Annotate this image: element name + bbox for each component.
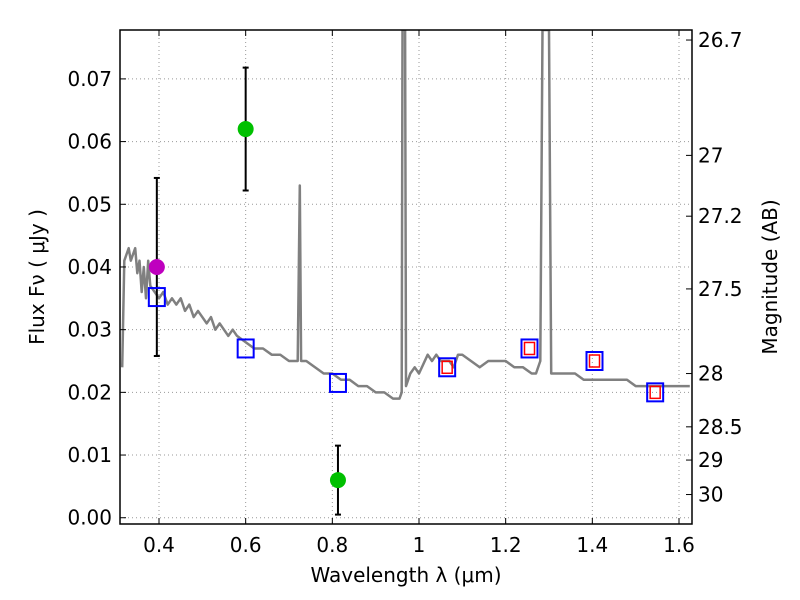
x-tick-label: 1.6 — [663, 533, 695, 557]
axes: 0.4 0.6 0.8 1 1.2 1.4 1.6 0.00 0.01 0.02 0.03 0.04 0… — [67, 28, 742, 557]
grid-lines — [120, 30, 692, 524]
right-tick-label: 28.5 — [698, 415, 743, 439]
model-photometry-box — [438, 357, 457, 378]
measured-point — [237, 121, 254, 138]
y-tick-label: 0.01 — [67, 443, 112, 467]
plot-area — [120, 30, 690, 516]
x-tick-label: 0.6 — [230, 533, 262, 557]
observed-photometry-box — [523, 341, 536, 356]
right-tick-label: 28 — [698, 362, 723, 386]
model-photometry-box — [646, 382, 665, 403]
model-spectrum-line — [120, 30, 690, 400]
y-tick-label: 0.00 — [67, 506, 112, 530]
x-tick-label: 1 — [413, 533, 426, 557]
model-photometry-box — [236, 338, 255, 359]
y-tick-label: 0.07 — [67, 67, 112, 91]
x-tick-label: 1.2 — [490, 533, 522, 557]
model-photometry-box — [147, 287, 166, 308]
observed-photometry-box — [441, 360, 453, 375]
y-tick-label: 0.03 — [67, 318, 112, 342]
y-tick-label: 0.02 — [67, 380, 112, 404]
right-tick-label: 26.7 — [698, 28, 743, 52]
model-photometry-box — [585, 351, 604, 372]
observed-photometry-box — [588, 354, 601, 368]
x-tick-label: 0.4 — [143, 533, 175, 557]
plot-frame — [119, 29, 693, 525]
right-tick-label: 30 — [698, 483, 723, 507]
measured-point — [329, 472, 346, 489]
right-tick-label: 27 — [698, 143, 723, 167]
right-tick-label: 27.2 — [698, 204, 743, 228]
observed-photometry-box — [649, 385, 661, 400]
y-axis-label: Flux Fν ( μJy ) — [25, 209, 49, 345]
y-tick-label: 0.05 — [67, 192, 112, 216]
y-axis-label-right: Magnitude (AB) — [758, 199, 782, 354]
x-axis-label: Wavelength λ (μm) — [310, 563, 501, 587]
y-tick-label: 0.06 — [67, 130, 112, 154]
x-tick-label: 0.8 — [316, 533, 348, 557]
measured-point — [148, 258, 165, 275]
model-photometry-box — [328, 372, 347, 393]
x-tick-label: 1.4 — [576, 533, 608, 557]
right-tick-label: 29 — [698, 448, 723, 472]
model-photometry-box — [520, 338, 539, 359]
y-tick-label: 0.04 — [67, 255, 112, 279]
right-tick-label: 27.5 — [698, 277, 743, 301]
